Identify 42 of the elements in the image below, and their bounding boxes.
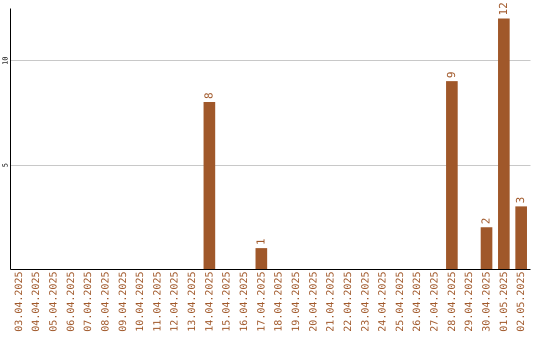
x-tick-label: 03.04.2025 <box>14 272 25 332</box>
x-tick-label: 28.04.2025 <box>446 272 458 332</box>
data-label: 3 <box>514 196 528 204</box>
x-tick-label: 17.04.2025 <box>256 272 268 332</box>
data-label: 12 <box>496 2 510 16</box>
x-tick-label: 16.04.2025 <box>239 272 250 332</box>
x-tick-label: 02.05.2025 <box>516 272 528 332</box>
data-label: 9 <box>444 71 458 78</box>
x-tick-label: 14.04.2025 <box>204 272 216 332</box>
x-tick-label: 13.04.2025 <box>187 272 198 332</box>
x-tick-label: 20.04.2025 <box>308 272 320 332</box>
x-tick-label: 15.04.2025 <box>222 272 233 332</box>
bar <box>204 102 216 269</box>
x-tick-label: 22.04.2025 <box>342 272 354 332</box>
bar <box>498 18 510 269</box>
x-tick-label: 06.04.2025 <box>66 272 77 332</box>
bar <box>256 248 268 269</box>
x-tick-label: 29.04.2025 <box>464 272 476 332</box>
data-label: 1 <box>254 238 268 246</box>
data-label: 8 <box>202 92 216 99</box>
data-label: 2 <box>480 218 493 224</box>
x-tick-label: 18.04.2025 <box>274 272 285 332</box>
x-tick-label: 25.04.2025 <box>394 272 406 332</box>
x-tick-label: 01.05.2025 <box>498 272 510 332</box>
x-tick-label: 11.04.2025 <box>152 272 164 332</box>
x-tick-label: 26.04.2025 <box>412 272 424 332</box>
x-tick-label: 30.04.2025 <box>482 272 493 332</box>
x-tick-label: 09.04.2025 <box>118 272 129 332</box>
bar <box>515 206 527 269</box>
x-tick-label: 21.04.2025 <box>326 272 337 332</box>
x-tick-label: 04.04.2025 <box>31 272 42 332</box>
x-tick-label: 08.04.2025 <box>100 272 112 332</box>
x-tick-label: 27.04.2025 <box>430 272 441 332</box>
x-tick-label: 05.04.2025 <box>48 272 60 332</box>
bar <box>446 81 458 269</box>
x-tick-label: 07.04.2025 <box>83 272 94 332</box>
x-tick-label: 23.04.2025 <box>360 272 372 332</box>
x-tick-label: 19.04.2025 <box>290 272 302 332</box>
x-tick-label: 24.04.2025 <box>378 272 389 332</box>
bar <box>480 227 492 269</box>
x-tick-label: 10.04.2025 <box>135 272 146 332</box>
x-tick-label: 12.04.2025 <box>170 272 181 332</box>
